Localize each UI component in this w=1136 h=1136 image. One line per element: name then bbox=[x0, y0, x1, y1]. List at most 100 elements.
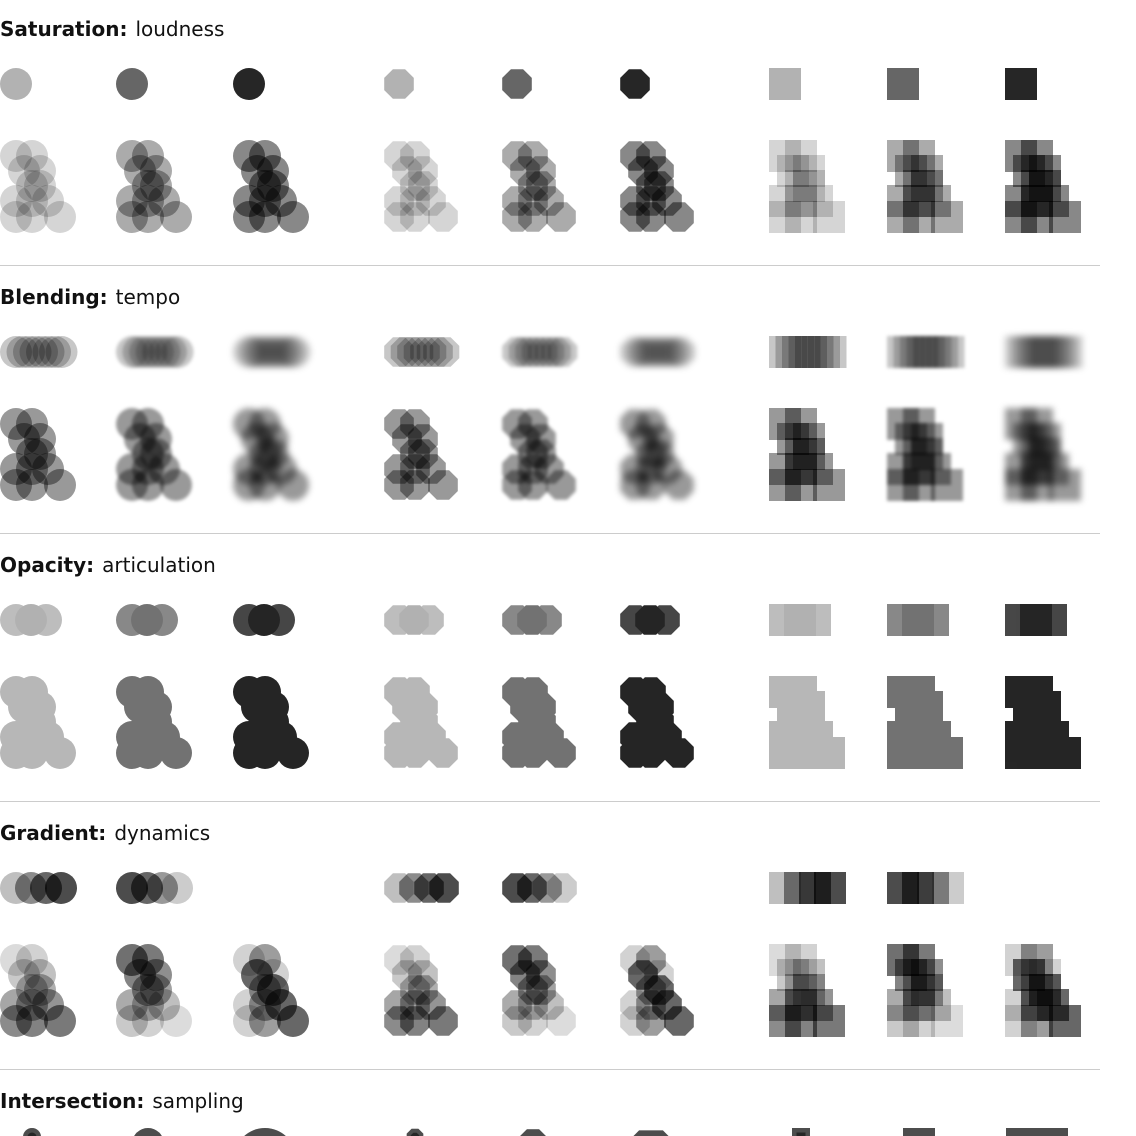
circle-glyph bbox=[45, 872, 77, 904]
square-glyph bbox=[785, 170, 817, 202]
octagon-glyph bbox=[620, 141, 650, 171]
circle-glyph bbox=[265, 185, 297, 217]
glyph-cluster bbox=[384, 141, 458, 232]
glyph-row bbox=[1005, 604, 1067, 636]
octagon-glyph bbox=[384, 470, 414, 500]
octagon-glyph bbox=[546, 738, 576, 768]
section-heading: Blending: tempo bbox=[0, 285, 180, 309]
glyph-cluster bbox=[620, 945, 694, 1036]
circle-glyph bbox=[30, 604, 62, 636]
square-glyph bbox=[769, 201, 801, 233]
circle-glyph bbox=[244, 1128, 286, 1136]
glyph-row bbox=[233, 336, 311, 368]
glyph-row bbox=[0, 68, 32, 100]
circle-glyph bbox=[0, 989, 32, 1021]
glyph-cluster bbox=[769, 408, 845, 501]
section-subtitle: loudness bbox=[135, 17, 224, 41]
circle-glyph bbox=[116, 989, 148, 1021]
square-glyph bbox=[887, 201, 919, 233]
octagon-glyph bbox=[400, 202, 430, 232]
square-glyph bbox=[1013, 155, 1045, 187]
glyph-row bbox=[233, 604, 295, 636]
circle-glyph bbox=[277, 469, 309, 501]
square-glyph bbox=[785, 974, 817, 1006]
section-subtitle: articulation bbox=[102, 553, 216, 577]
section-heading: Gradient: dynamics bbox=[0, 821, 210, 845]
circle-glyph bbox=[0, 469, 32, 501]
glyph-row bbox=[520, 1129, 546, 1136]
circle-glyph bbox=[131, 604, 163, 636]
circle-glyph bbox=[16, 453, 48, 485]
octagon-glyph bbox=[620, 990, 650, 1020]
circle-glyph bbox=[140, 155, 172, 187]
square-glyph bbox=[1021, 469, 1053, 501]
square-glyph bbox=[801, 336, 834, 368]
circle-glyph bbox=[241, 155, 273, 187]
glyph-cluster bbox=[1005, 676, 1081, 769]
square-glyph bbox=[903, 944, 935, 976]
octagon-glyph bbox=[414, 605, 444, 635]
circle-glyph bbox=[44, 201, 76, 233]
octagon-glyph bbox=[384, 69, 414, 99]
glyph-row bbox=[406, 1128, 424, 1136]
octagon-glyph bbox=[410, 337, 440, 367]
circle-glyph bbox=[0, 408, 32, 440]
circle-glyph bbox=[116, 68, 148, 100]
octagon-glyph bbox=[547, 873, 577, 903]
circle-glyph bbox=[249, 170, 281, 202]
octagon-glyph bbox=[408, 707, 438, 737]
octagon-glyph bbox=[384, 186, 414, 216]
glyph-cluster bbox=[887, 140, 963, 233]
square-glyph bbox=[1005, 1005, 1037, 1037]
circle-glyph bbox=[140, 974, 172, 1006]
circle-glyph bbox=[124, 155, 156, 187]
circle-glyph bbox=[132, 989, 164, 1021]
square-glyph bbox=[793, 155, 825, 187]
square-glyph bbox=[785, 989, 817, 1021]
circle-glyph bbox=[24, 974, 56, 1006]
octagon-glyph bbox=[636, 186, 666, 216]
octagon-glyph bbox=[384, 202, 414, 232]
circle-glyph bbox=[24, 706, 56, 738]
circle-glyph bbox=[249, 1005, 281, 1037]
glyph-row bbox=[769, 68, 801, 100]
square-glyph bbox=[903, 974, 935, 1006]
circle-glyph bbox=[132, 469, 164, 501]
glyph-cluster bbox=[116, 408, 192, 501]
square-glyph bbox=[1021, 170, 1053, 202]
square-glyph bbox=[801, 185, 833, 217]
glyph-cluster bbox=[116, 944, 192, 1037]
octagon-glyph bbox=[636, 1006, 666, 1036]
glyph-row bbox=[116, 872, 193, 904]
glyph-cluster bbox=[1005, 140, 1081, 233]
section-heading: Opacity: articulation bbox=[0, 553, 216, 577]
glyph-cluster bbox=[620, 677, 694, 768]
square-glyph bbox=[917, 604, 949, 636]
glyph-row bbox=[769, 872, 846, 904]
circle-glyph bbox=[146, 604, 178, 636]
square-glyph bbox=[1005, 201, 1037, 233]
octagon-glyph bbox=[636, 738, 666, 768]
circle-glyph bbox=[148, 989, 180, 1021]
octagon-glyph bbox=[400, 141, 430, 171]
octagon-glyph bbox=[408, 975, 438, 1005]
circle-glyph bbox=[24, 155, 56, 187]
octagon-glyph bbox=[644, 156, 674, 186]
circle-glyph bbox=[16, 201, 48, 233]
octagon-glyph bbox=[546, 470, 576, 500]
octagon-glyph bbox=[502, 202, 532, 232]
circle-glyph bbox=[0, 676, 32, 708]
octagon-glyph bbox=[400, 722, 430, 752]
octagon-glyph bbox=[518, 186, 548, 216]
octagon-glyph bbox=[416, 337, 447, 367]
octagon-glyph bbox=[518, 141, 548, 171]
square-glyph bbox=[1049, 1005, 1081, 1037]
circle-glyph bbox=[16, 170, 48, 202]
octagon-glyph bbox=[384, 141, 414, 171]
glyph-cluster bbox=[116, 140, 192, 233]
circle-glyph bbox=[8, 423, 40, 455]
square-glyph bbox=[1050, 336, 1083, 368]
glyph-row bbox=[0, 604, 62, 636]
square-glyph bbox=[887, 185, 919, 217]
circle-glyph bbox=[244, 1128, 286, 1136]
